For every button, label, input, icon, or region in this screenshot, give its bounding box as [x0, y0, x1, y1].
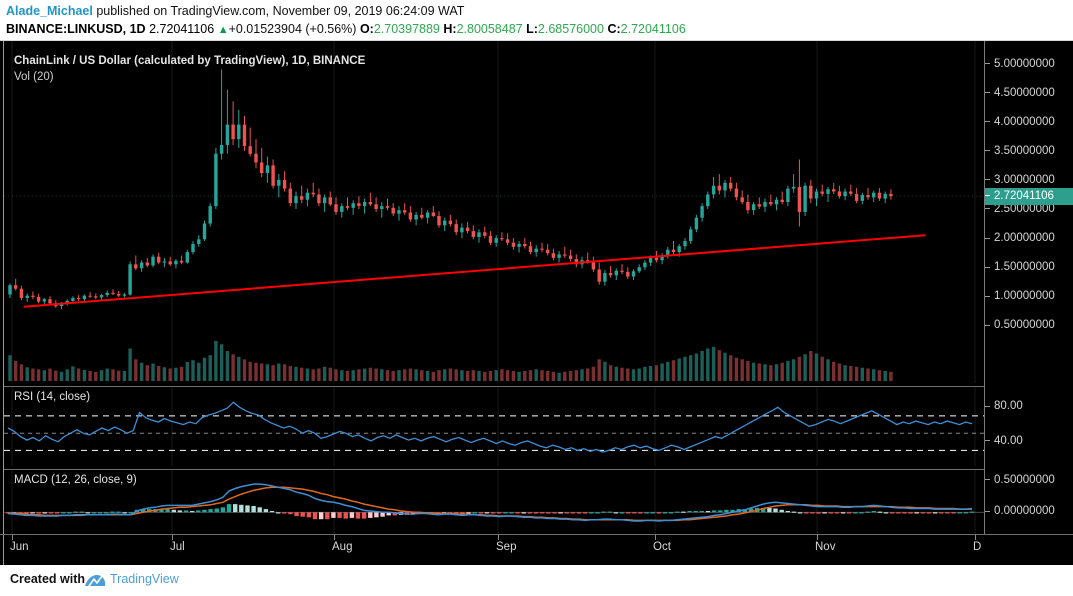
rsi-axis-tick: 40.00	[985, 434, 1073, 448]
macd-pane[interactable]: MACD (12, 26, close, 9)	[4, 469, 984, 534]
time-axis-tick: Nov	[815, 541, 836, 553]
low-value: 2.68576000	[537, 22, 604, 36]
badge-tick-icon	[985, 195, 990, 197]
price-axis-tick: 2.00000000	[985, 231, 1073, 245]
open-label: O:	[359, 22, 374, 36]
publish-line: Alade_Michael published on TradingView.c…	[6, 4, 464, 18]
price-axis-tick: 4.00000000	[985, 115, 1073, 129]
tradingview-brand[interactable]: TradingView	[110, 572, 179, 586]
time-gridline	[655, 535, 656, 540]
tick-mark-icon	[985, 92, 990, 94]
tick-mark-icon	[985, 179, 990, 181]
current-price-badge: 2.72041106	[985, 187, 1073, 205]
time-axis-tick: Sep	[496, 541, 517, 553]
candlestick-plot	[4, 41, 984, 383]
author-link[interactable]: Alade_Michael	[6, 4, 93, 18]
plot-border	[3, 41, 1070, 566]
time-gridline	[12, 535, 13, 540]
triangle-up-icon: ▲	[217, 24, 229, 36]
price-axis-tick: 1.00000000	[985, 289, 1073, 303]
close-value: 2.72041106	[620, 22, 686, 36]
open-value: 2.70397889	[373, 22, 440, 36]
price-change: +0.01523904 (+0.56%)	[228, 22, 357, 36]
chart-footer: Created with TradingView	[0, 565, 1073, 596]
price-axis-separator	[984, 41, 985, 534]
tick-mark-icon	[985, 405, 990, 407]
rsi-axis-tick: 80.00	[985, 399, 1073, 413]
price-axis-tick: 3.00000000	[985, 173, 1073, 187]
chart-canvas[interactable]: ChainLink / US Dollar (calculated by Tra…	[0, 40, 1073, 567]
tick-mark-icon	[985, 63, 990, 64]
time-gridline	[498, 535, 499, 540]
price-axis[interactable]: 5.00000000 4.50000000 4.00000000 3.50000000…	[985, 41, 1073, 534]
price-axis-tick: 1.50000000	[985, 260, 1073, 274]
macd-axis-tick: 0.50000000	[985, 473, 1073, 487]
tradingview-logo-icon	[84, 573, 106, 588]
time-gridline	[975, 535, 976, 540]
tick-mark-icon	[985, 150, 990, 152]
chart-header: Alade_Michael published on TradingView.c…	[0, 0, 1073, 40]
tick-mark-icon	[985, 440, 990, 442]
tick-mark-icon	[985, 237, 990, 239]
tick-mark-icon	[985, 479, 990, 481]
macd-plot	[4, 470, 984, 533]
time-gridline	[172, 535, 173, 540]
time-axis-tick: Jun	[10, 541, 29, 553]
high-value: 2.80058487	[456, 22, 523, 36]
quote-line: BINANCE:LINKUSD, 1D 2.72041106 ▲+0.01523…	[6, 22, 686, 36]
tick-mark-icon	[985, 295, 990, 297]
publish-info: published on TradingView.com, November 0…	[96, 4, 465, 18]
last-price: 2.72041106	[149, 22, 215, 36]
price-axis-tick: 4.50000000	[985, 86, 1073, 100]
current-price-value: 2.72041106	[994, 189, 1054, 202]
low-label: L:	[526, 22, 538, 36]
macd-axis-tick: 0.00000000	[985, 504, 1073, 518]
time-axis-tick: Aug	[332, 541, 353, 553]
tick-mark-icon	[985, 324, 990, 326]
symbol-label[interactable]: BINANCE:LINKUSD, 1D	[6, 22, 146, 36]
time-axis-tick: D	[973, 541, 982, 553]
rsi-pane[interactable]: RSI (14, close)	[4, 386, 984, 467]
high-label: H:	[443, 22, 457, 36]
time-gridline	[334, 535, 335, 540]
price-axis-tick: 5.00000000	[985, 57, 1073, 71]
tick-mark-icon	[985, 510, 990, 512]
price-axis-tick: 2.50000000	[985, 202, 1073, 216]
tick-mark-icon	[985, 266, 990, 268]
price-axis-tick: 0.50000000	[985, 318, 1073, 332]
price-pane[interactable]: ChainLink / US Dollar (calculated by Tra…	[4, 41, 984, 383]
time-axis[interactable]: Jun Jul Aug Sep Oct Nov D	[0, 534, 1073, 567]
time-axis-tick: Oct	[653, 541, 671, 553]
tick-mark-icon	[985, 121, 990, 123]
time-gridline	[817, 535, 818, 540]
close-label: C:	[607, 22, 621, 36]
price-axis-tick: 3.50000000	[985, 144, 1073, 158]
created-with-label: Created with	[10, 572, 86, 586]
tick-mark-icon	[985, 208, 990, 210]
rsi-plot	[4, 387, 984, 466]
time-axis-tick: Jul	[170, 541, 185, 553]
